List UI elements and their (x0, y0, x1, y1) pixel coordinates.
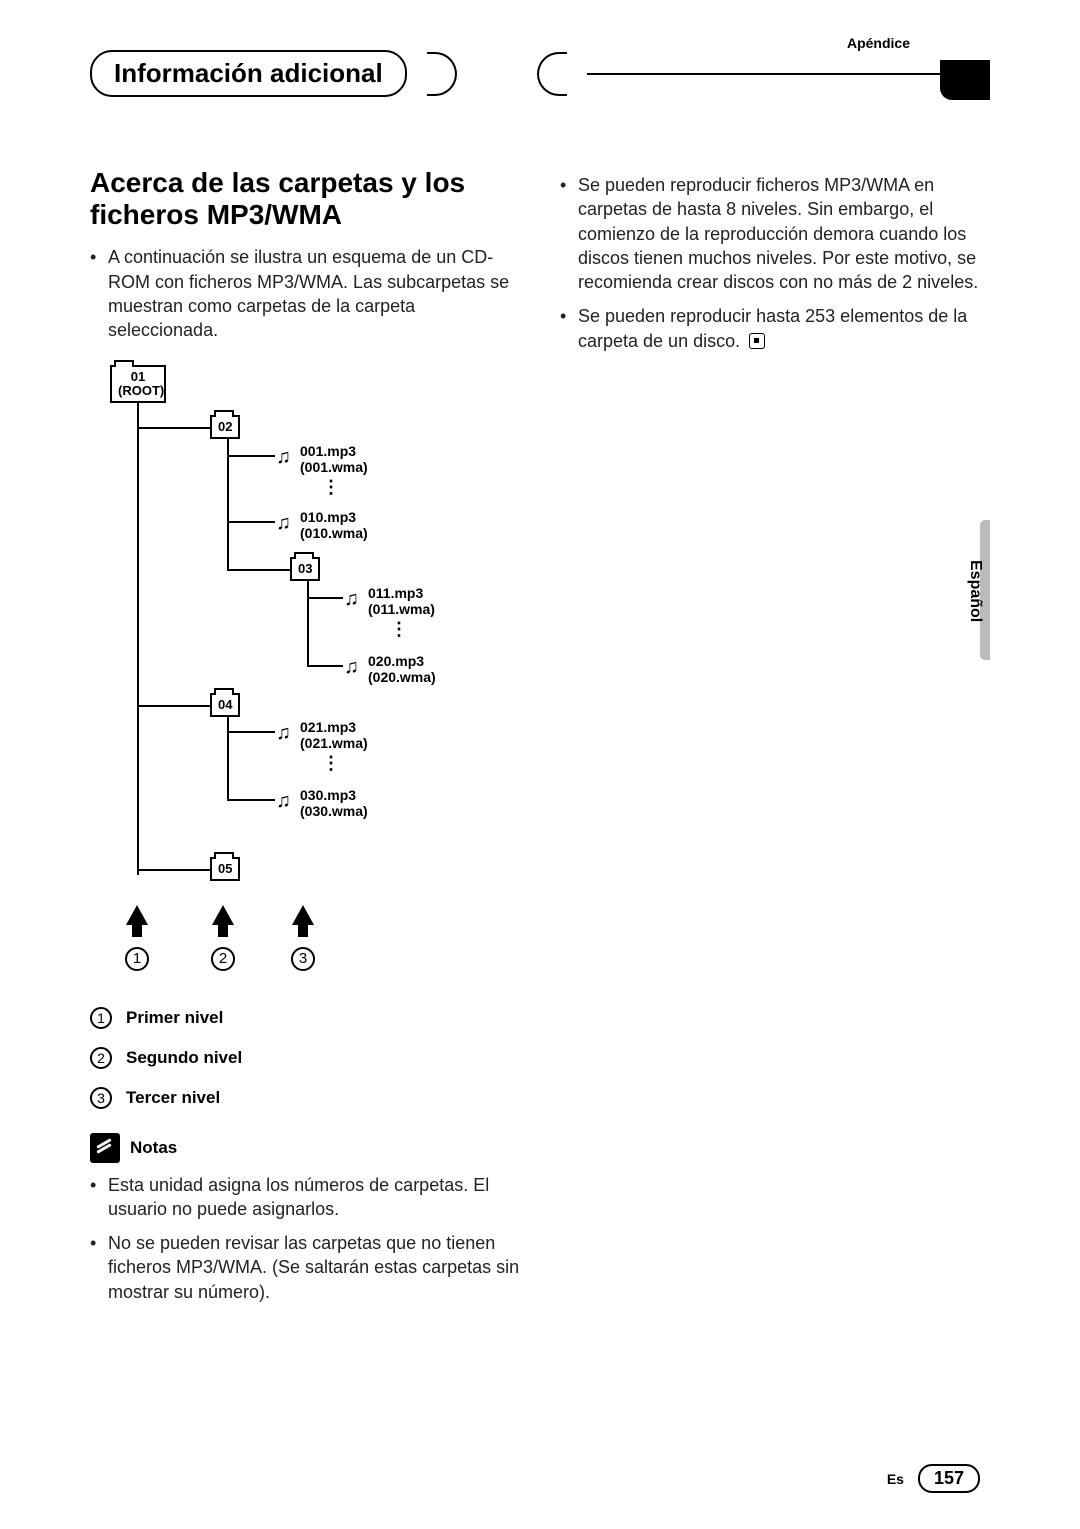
legend-label: Tercer nivel (126, 1088, 220, 1108)
file-021: 021.mp3(021.wma) (300, 719, 368, 751)
music-note-icon: ♫ (344, 589, 359, 609)
appendix-label: Apéndice (847, 35, 910, 51)
level-marker-2: 2 (211, 947, 235, 971)
music-note-icon: ♫ (276, 791, 291, 811)
header-decor-left (537, 52, 567, 96)
legend-num: 1 (90, 1007, 112, 1029)
folder-root-l2: (ROOT) (118, 383, 164, 398)
arrow-up-icon (126, 905, 148, 925)
end-section-icon (749, 333, 765, 349)
music-note-icon: ♫ (344, 657, 359, 677)
note-item: Esta unidad asigna los números de carpet… (108, 1173, 520, 1222)
section-title: Acerca de las carpetas y los ficheros MP… (90, 167, 520, 231)
side-language-label: Español (966, 560, 984, 622)
legend: 1 Primer nivel 2 Segundo nivel 3 Tercer … (90, 1007, 520, 1109)
vertical-dots: ⋮ (322, 483, 340, 492)
legend-label: Segundo nivel (126, 1048, 242, 1068)
legend-row: 2 Segundo nivel (90, 1047, 520, 1069)
folder-root-l1: 01 (131, 369, 145, 384)
arrow-up-icon (292, 905, 314, 925)
file-001: 001.mp3(001.wma) (300, 443, 368, 475)
legend-row: 1 Primer nivel (90, 1007, 520, 1029)
music-note-icon: ♫ (276, 723, 291, 743)
folder-03: 03 (290, 557, 320, 581)
arrow-up-icon (212, 905, 234, 925)
level-marker-1: 1 (125, 947, 149, 971)
folder-root: 01 (ROOT) (110, 365, 166, 404)
vertical-dots: ⋮ (390, 625, 408, 634)
legend-num: 2 (90, 1047, 112, 1069)
header-decor-right (427, 52, 457, 96)
notes-title: Notas (130, 1138, 177, 1158)
legend-row: 3 Tercer nivel (90, 1087, 520, 1109)
file-011: 011.mp3(011.wma) (368, 585, 435, 617)
folder-05: 05 (210, 857, 240, 881)
right-bullet: Se pueden reproducir ficheros MP3/WMA en… (578, 173, 990, 294)
music-note-icon: ♫ (276, 513, 291, 533)
footer-lang: Es (887, 1471, 904, 1487)
left-column: Acerca de las carpetas y los ficheros MP… (90, 167, 520, 1314)
level-marker-3: 3 (291, 947, 315, 971)
file-020: 020.mp3(020.wma) (368, 653, 436, 685)
file-010: 010.mp3(010.wma) (300, 509, 368, 541)
page-title: Información adicional (90, 50, 407, 97)
footer-page: 157 (918, 1464, 980, 1493)
folder-04: 04 (210, 693, 240, 717)
right-column: Se pueden reproducir ficheros MP3/WMA en… (560, 167, 990, 1314)
folder-tree-diagram: 01 (ROOT) 02 03 04 05 ♫ 001.mp3(001.wma)… (90, 357, 470, 997)
file-030: 030.mp3(030.wma) (300, 787, 368, 819)
vertical-dots: ⋮ (322, 759, 340, 768)
right-bullet: Se pueden reproducir hasta 253 elementos… (578, 304, 990, 353)
corner-tab (940, 60, 990, 100)
footer: Es 157 (887, 1464, 980, 1493)
folder-02: 02 (210, 415, 240, 439)
notes-icon (90, 1133, 120, 1163)
notes-header: Notas (90, 1133, 520, 1163)
header-row: Información adicional (90, 50, 990, 97)
legend-num: 3 (90, 1087, 112, 1109)
note-item: No se pueden revisar las carpetas que no… (108, 1231, 520, 1304)
music-note-icon: ♫ (276, 447, 291, 467)
intro-bullet: A continuación se ilustra un esquema de … (108, 245, 520, 342)
legend-label: Primer nivel (126, 1008, 223, 1028)
